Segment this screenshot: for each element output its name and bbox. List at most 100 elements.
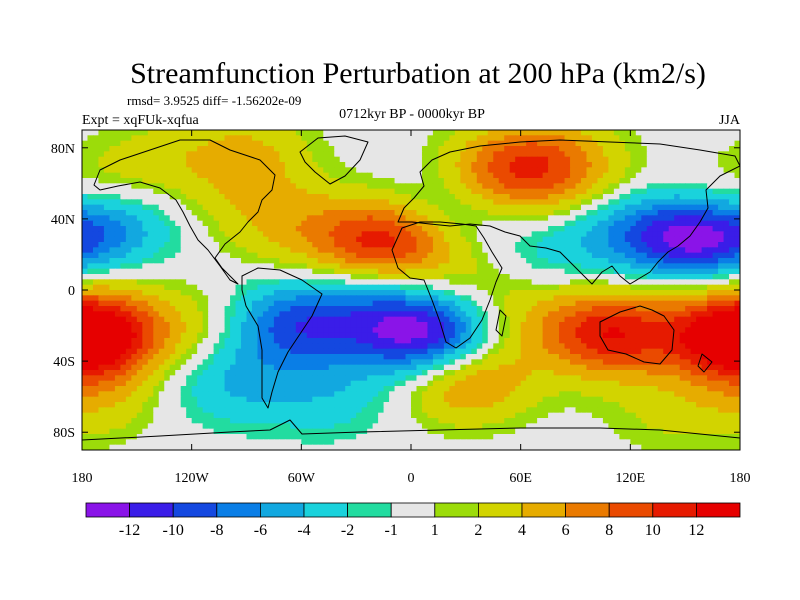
field-cell [646,247,653,254]
field-cell [652,162,659,168]
field-cell [613,290,620,296]
field-cell [454,242,461,248]
field-cell [87,274,94,280]
field-cell [230,178,237,184]
field-cell [564,183,571,190]
field-cell [295,295,302,302]
field-cell [537,332,544,339]
field-cell [273,178,280,184]
field-cell [668,220,675,227]
field-cell [224,215,231,222]
field-cell [460,151,467,158]
field-cell [482,263,489,270]
field-cell [580,327,588,334]
field-cell [339,167,346,174]
field-cell [147,220,154,227]
field-cell [553,290,560,296]
field-cell [701,140,708,147]
field-cell [213,183,220,190]
field-cell [471,140,478,147]
field-cell [147,162,154,168]
field-cell [482,167,489,174]
field-cell [400,135,407,142]
field-cell [367,274,374,280]
field-cell [350,332,357,339]
field-cell [729,172,736,179]
field-cell [356,274,363,280]
field-cell [389,167,396,174]
field-cell [262,130,270,136]
field-cell [82,151,89,158]
field-cell [674,140,681,147]
field-cell [98,172,105,179]
field-cell [723,156,730,163]
field-cell [608,178,615,184]
field-cell [180,306,187,312]
field-cell [586,188,593,195]
field-cell [608,130,615,136]
field-cell [389,252,396,259]
field-cell [262,258,270,264]
field-cell [350,236,357,243]
field-cell [591,231,599,238]
field-cell [542,295,549,302]
field-cell [191,258,198,264]
field-cell [273,263,280,270]
field-cell [361,338,368,344]
field-cell [378,258,385,264]
field-cell [641,135,648,142]
field-cell [411,167,418,174]
field-cell [427,258,434,264]
field-cell [652,242,659,248]
field-cell [208,167,215,174]
field-cell [394,146,401,152]
field-cell [153,162,160,168]
field-cell [235,268,242,275]
field-cell [449,220,456,227]
field-cell [498,183,505,190]
field-cell [718,258,725,264]
field-cell [186,268,193,275]
field-cell [345,348,352,355]
field-cell [537,162,544,168]
field-cell [723,343,730,350]
field-cell [734,151,740,158]
field-cell [323,220,330,227]
field-cell [372,162,379,168]
field-cell [361,343,368,350]
field-cell [487,220,494,227]
field-cell [114,348,121,355]
field-cell [520,343,527,350]
field-cell [312,220,319,227]
field-cell [378,279,385,286]
field-cell [262,322,270,328]
field-cell [548,140,555,147]
field-cell [646,279,653,286]
field-cell [454,130,461,136]
field-cell [690,268,697,275]
field-cell [657,274,664,280]
field-cell [734,172,740,179]
field-cell [707,140,714,147]
field-cell [570,268,577,275]
field-cell [186,263,193,270]
field-cell [696,332,703,339]
field-cell [597,167,604,174]
field-cell [668,258,675,264]
field-cell [191,135,198,142]
field-cell [734,279,740,286]
field-cell [158,231,165,238]
field-cell [246,263,253,270]
field-cell [608,226,615,232]
field-cell [251,343,259,350]
field-cell [701,231,708,238]
field-cell [427,279,434,286]
field-cell [114,332,121,339]
field-cell [542,327,549,334]
field-cell [92,274,100,280]
field-cell [734,322,740,328]
field-cell [202,220,209,227]
field-cell [586,279,593,286]
field-cell [493,130,500,136]
field-cell [416,156,423,163]
